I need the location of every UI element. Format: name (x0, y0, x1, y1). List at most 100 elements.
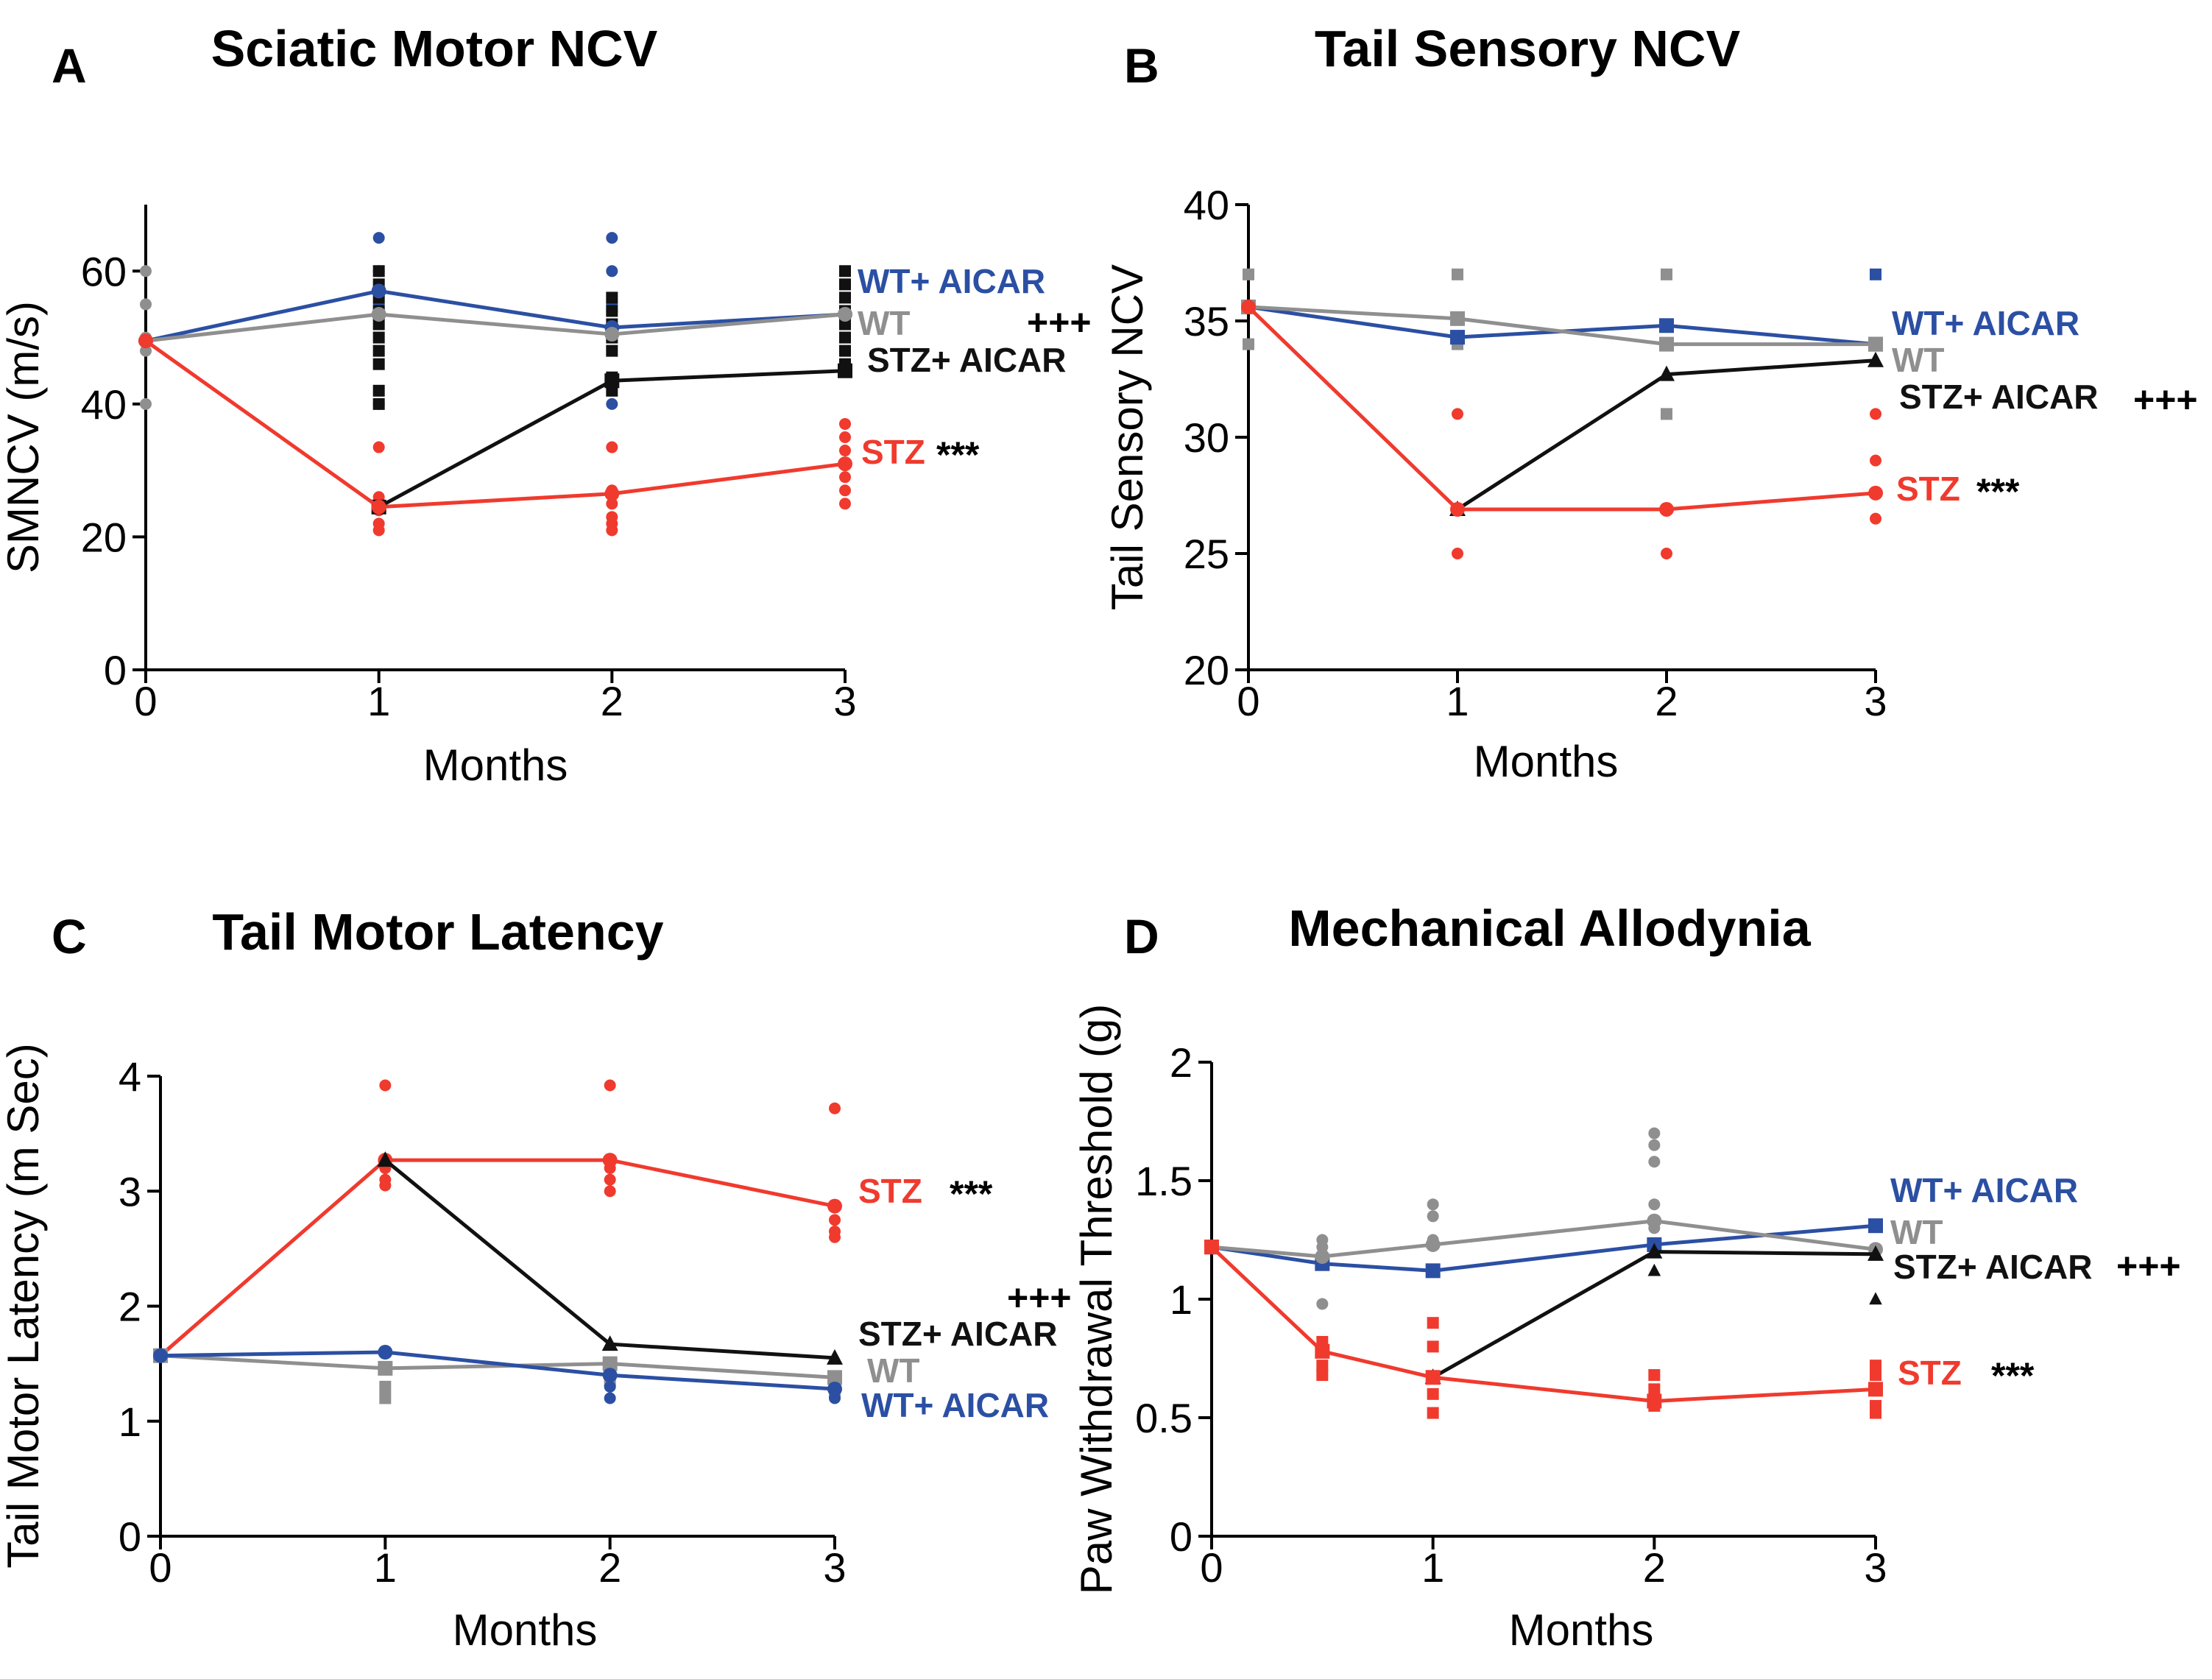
series-line-stz (1204, 1240, 1883, 1409)
data-point (604, 1079, 616, 1092)
data-point (1870, 512, 1881, 525)
series-label-wt: WT (858, 304, 911, 342)
series-line (159, 1158, 835, 1357)
series-line-stz-aicar (377, 1151, 843, 1365)
mean-marker (1450, 330, 1465, 345)
series-wt (1243, 268, 1672, 420)
x-tick-label: 0 (1200, 1544, 1223, 1591)
data-point (604, 1173, 616, 1186)
data-point (606, 232, 618, 244)
series-label-stz-aicar: STZ+ AICAR (1893, 1248, 2092, 1286)
mean-marker (1659, 501, 1674, 517)
y-tick-label: 40 (1184, 182, 1229, 228)
x-tick-label: 0 (149, 1544, 172, 1591)
series-line-stz (138, 333, 852, 515)
series-line (160, 1354, 835, 1379)
significance-mark: *** (1991, 1355, 2035, 1396)
significance-mark: *** (950, 1173, 993, 1215)
x-tick-label: 3 (1864, 1544, 1887, 1591)
data-point (372, 265, 385, 278)
series-line (1211, 1219, 1876, 1259)
x-axis-label: Months (1509, 1605, 1654, 1655)
mean-marker (827, 1370, 842, 1385)
mean-marker (1868, 336, 1883, 352)
series-label-wt-aicar: WT+ AICAR (861, 1386, 1049, 1424)
series-line-stz (153, 1153, 842, 1363)
data-point (1870, 1369, 1881, 1382)
y-axis-label: SMNCV (m/s) (0, 301, 48, 573)
data-point (1452, 268, 1463, 280)
y-axis-label: Paw Withdrawal Threshold (g) (1072, 1004, 1121, 1595)
data-point (372, 331, 385, 344)
series-line (1247, 305, 1876, 512)
mean-marker (1868, 1218, 1883, 1234)
series-label-stz: STZ (858, 1172, 922, 1210)
chart-title: Tail Motor Latency (212, 903, 663, 961)
data-point (1661, 268, 1672, 280)
significance-mark: +++ (2133, 379, 2198, 420)
mean-marker (1425, 1237, 1441, 1252)
mean-marker (1425, 1370, 1441, 1385)
data-point (839, 331, 851, 344)
x-axis-label: Months (423, 740, 568, 790)
data-point (604, 1380, 616, 1393)
x-tick-label: 2 (598, 1544, 621, 1591)
data-point (372, 232, 385, 244)
series-stz-aicar (1647, 1263, 1882, 1305)
x-axis-label: Months (453, 1605, 598, 1655)
data-point (606, 291, 618, 304)
data-point (372, 358, 385, 370)
y-tick-label: 20 (81, 514, 127, 560)
mean-marker (1659, 336, 1674, 352)
series-line-wt (1241, 300, 1883, 352)
data-point (839, 278, 851, 291)
series-line (1210, 1245, 1876, 1403)
series-line (1248, 305, 1876, 347)
panel-a: A Sciatic Motor NCV 0 20 40 60 0 1 2 3 Months SMNCV… (0, 20, 1092, 790)
y-tick-label: 0 (104, 647, 127, 693)
y-tick-label: 0.5 (1135, 1395, 1192, 1441)
mean-marker (827, 1348, 843, 1365)
x-tick-label: 1 (367, 678, 390, 724)
y-tick-label: 60 (81, 248, 127, 294)
significance-mark: *** (936, 434, 980, 476)
mean-marker (827, 1382, 842, 1396)
mean-marker (1868, 1382, 1883, 1397)
data-point (839, 498, 851, 510)
panel-letter: D (1124, 909, 1159, 964)
data-point (1452, 548, 1463, 559)
data-point (839, 445, 851, 457)
mean-marker (377, 1151, 394, 1167)
data-point (1647, 1263, 1661, 1276)
data-point (372, 524, 385, 537)
mean-marker (604, 327, 620, 342)
data-point (1870, 454, 1881, 467)
data-point (1427, 1317, 1439, 1329)
mean-marker (604, 486, 620, 501)
data-point (1648, 1383, 1661, 1396)
series-line (160, 1350, 835, 1391)
series-line-wt-aicar (1204, 1218, 1883, 1279)
chart-title: Tail Sensory NCV (1315, 20, 1741, 77)
mean-marker (378, 1360, 393, 1376)
data-point (1427, 1407, 1439, 1419)
data-point (839, 344, 851, 357)
y-tick-label: 40 (81, 381, 127, 428)
series-label-stz: STZ (861, 433, 925, 471)
mean-marker (827, 1198, 842, 1214)
mean-marker (1658, 365, 1675, 381)
data-point (606, 441, 618, 453)
series-line (1456, 358, 1876, 512)
mean-marker (1450, 311, 1465, 326)
series-stz (372, 417, 851, 537)
mean-marker (1450, 501, 1465, 517)
chart-title: Sciatic Motor NCV (211, 20, 658, 77)
y-tick-label: 35 (1184, 298, 1229, 344)
mean-marker (1646, 1243, 1663, 1259)
series-label-stz: STZ (1898, 1354, 1962, 1392)
mean-marker (604, 373, 620, 389)
x-tick-label: 1 (1446, 678, 1469, 724)
data-point (839, 318, 851, 331)
data-point (1316, 1298, 1329, 1310)
